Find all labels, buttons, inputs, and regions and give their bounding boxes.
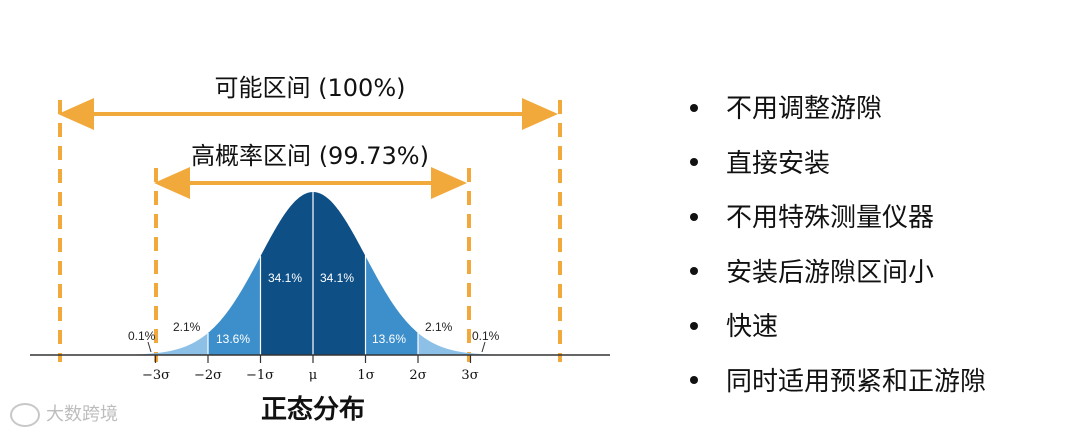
watermark: 大数跨境 [10, 400, 118, 427]
band-mid-left [208, 257, 261, 355]
feature-item: 快速 [690, 300, 986, 355]
band-center-left [260, 192, 313, 355]
full-range-label: 可能区间 (100%) [215, 74, 406, 102]
band-dividers [207, 192, 419, 355]
tick-label-minus-2-sigma: −2σ [194, 368, 222, 383]
high-range-label: 高概率区间 (99.73%) [191, 142, 429, 170]
feature-item: 不用调整游隙 [690, 82, 986, 137]
watermark-text: 大数跨境 [46, 404, 118, 425]
band-center-right [313, 192, 366, 355]
axis-tick-marks [147, 341, 486, 363]
label-leader-line [481, 341, 486, 353]
pct-outer-left: 0.1% [128, 329, 156, 343]
label-leader-line [147, 341, 152, 353]
pct-right-34: 34.1% [320, 271, 354, 285]
pct-left-34: 34.1% [268, 271, 302, 285]
pct-right-2: 2.1% [425, 320, 453, 334]
pct-left-13: 13.6% [216, 332, 250, 346]
bullet-dot-icon [690, 376, 698, 384]
tick-label-1-sigma: 1σ [357, 368, 374, 383]
bullet-dot-icon [690, 212, 698, 221]
feature-list: 不用调整游隙 直接安装 不用特殊测量仪器 安装后游隙区间小 快速 同时适用预紧和… [690, 82, 986, 409]
feature-item: 同时适用预紧和正游隙 [690, 355, 986, 410]
feature-item: 直接安装 [690, 137, 986, 192]
tick-label-2-sigma: 2σ [409, 368, 426, 383]
bullet-dot-icon [690, 103, 698, 112]
bullet-dot-icon [690, 158, 698, 166]
band-outer-left [124, 332, 208, 355]
tick-label-mu: μ [309, 368, 317, 383]
band-outer-right [418, 332, 502, 355]
pct-right-13: 13.6% [372, 332, 406, 346]
pct-outer-right: 0.1% [472, 329, 500, 343]
bullet-dot-icon [690, 321, 698, 330]
tick-label-minus-3-sigma: −3σ [142, 368, 170, 383]
feature-item: 不用特殊测量仪器 [690, 191, 986, 246]
bullet-dot-icon [690, 267, 698, 275]
chart-caption: 正态分布 [261, 394, 365, 425]
tick-label-minus-1-sigma: −1σ [246, 368, 274, 383]
tick-label-3-sigma: 3σ [461, 368, 478, 383]
brand-logo-icon [10, 403, 40, 427]
feature-item: 安装后游隙区间小 [690, 246, 986, 301]
band-mid-right [365, 256, 418, 355]
pct-left-2: 2.1% [173, 320, 201, 334]
